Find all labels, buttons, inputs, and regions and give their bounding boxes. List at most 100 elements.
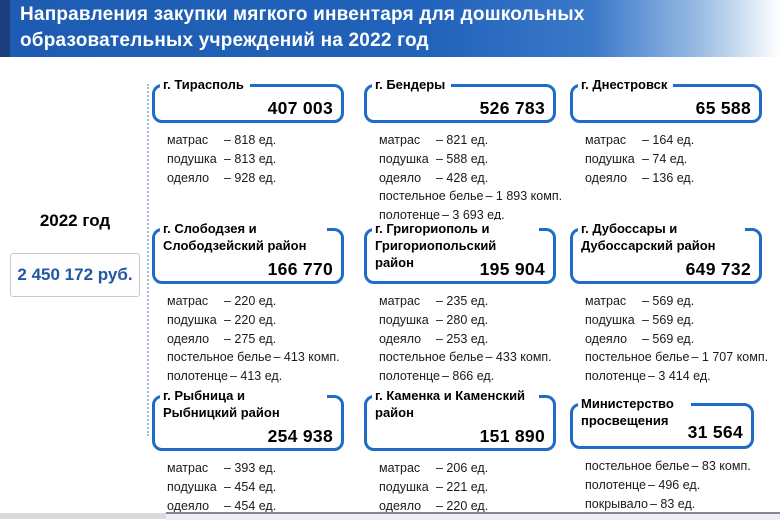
item-label: постельное белье [379,350,484,365]
region-box: г. Слободзея и Слободзейский район 166 77… [152,220,344,284]
item-value: – 3 693 ед. [441,208,505,222]
item-value: – 428 ед. [436,170,489,185]
item-label: постельное белье [585,459,690,473]
region-items: матрас – 164 ед. подушка – 74 ед. одеяло – 13… [585,131,770,187]
item-label: одеяло [379,170,422,185]
item-label: полотенце [167,369,228,383]
region-item: матрас – 164 ед. [585,131,770,150]
region-card-4: г. Слободзея и Слободзейский район 166 77… [152,216,364,383]
region-items: матрас – 235 ед. подушка – 280 ед. одеяло – 2… [379,292,570,386]
region-item: одеяло – 928 ед. [167,169,364,188]
region-item: постельное белье – 1 707 комп. [585,348,770,367]
region-box: г. Григориополь и Григориопольский район… [364,220,556,284]
total-box: 2 450 172 руб. [10,253,140,297]
region-item: матрас – 569 ед. [585,292,770,311]
item-value: – 454 ед. [224,479,277,494]
region-item: полотенце – 3 414 ед. [585,367,770,386]
item-label: полотенце [585,369,646,383]
item-label: матрас [167,461,209,475]
region-item: подушка – 74 ед. [585,150,770,169]
region-item: покрывало – 83 ед. [585,495,770,514]
region-box: г. Рыбница и Рыбницкий район 254 938 [152,387,344,451]
region-item: постельное белье – 413 комп. [167,348,364,367]
footer-strip-left [0,513,166,519]
region-amount: 151 890 [479,426,545,446]
region-card-9: Министерство просвещения 31 564 постельное… [570,383,770,520]
region-amount: 31 564 [687,422,743,442]
item-value: – 433 комп. [485,350,552,365]
region-item: полотенце – 413 ед. [167,367,364,386]
region-item: матрас – 821 ед. [379,131,570,150]
region-box: г. Днестровск 65 588 [570,76,762,123]
item-label: полотенце [585,477,646,492]
region-items: матрас – 569 ед. подушка – 569 ед. одеяло – 5… [585,292,770,386]
item-value: – 588 ед. [436,151,489,166]
item-value: – 496 ед. [647,477,701,492]
region-box: Министерство просвещения 31 564 [570,395,754,449]
item-label: одеяло [379,498,422,513]
region-item: одеяло – 253 ед. [379,330,570,349]
region-card-8: г. Каменка и Каменский район 151 890 матра… [364,383,570,520]
item-value: – 220 ед. [224,294,277,308]
region-item: полотенце – 866 ед. [379,367,570,386]
region-items: матрас – 220 ед. подушка – 220 ед. одеяло – 2… [167,292,364,386]
banner-left-edge [0,0,10,57]
region-item: подушка – 454 ед. [167,478,364,497]
region-name: г. Тирасполь [160,76,250,94]
item-label: одеяло [585,331,628,346]
region-item: матрас – 818 ед. [167,131,364,150]
item-value: – 83 ед. [649,496,696,511]
region-item: одеяло – 428 ед. [379,169,570,188]
item-value: – 393 ед. [224,461,277,475]
regions-grid: г. Тирасполь 407 003 матрас – 818 ед. подушк… [152,72,774,520]
region-amount: 166 770 [267,259,333,279]
item-label: матрас [379,294,421,308]
region-item: матрас – 220 ед. [167,292,364,311]
region-amount: 254 938 [267,426,333,446]
item-value: – 569 ед. [642,331,695,346]
region-item: подушка – 220 ед. [167,311,364,330]
item-value: – 413 ед. [229,369,283,383]
region-item: постельное белье – 1 893 комп. [379,187,570,206]
item-label: постельное белье [379,189,484,204]
region-item: постельное белье – 433 комп. [379,348,570,367]
region-items: постельное белье – 83 комп. полотенце – 496… [585,457,770,513]
region-item: подушка – 221 ед. [379,478,570,497]
region-items: матрас – 206 ед. подушка – 221 ед. одеяло – 2… [379,459,570,520]
title-banner: Направления закупки мягкого инвентаря дл… [0,0,780,57]
region-card-6: г. Дубоссары и Дубоссарский район 649 732… [570,216,770,383]
item-label: одеяло [167,170,210,185]
item-label: подушка [585,151,635,166]
region-card-3: г. Днестровск 65 588 матрас – 164 ед. подушк… [570,72,770,216]
item-value: – 280 ед. [436,312,489,327]
slide-title-line1: Направления закупки мягкого инвентаря дл… [20,4,585,25]
region-name: г. Рыбница и Рыбницкий район [160,387,327,422]
slide-title-line2: образовательных учреждений на 2022 год [20,30,429,51]
item-label: подушка [379,479,429,494]
region-item: полотенце – 3 693 ед. [379,206,570,225]
item-value: – 818 ед. [224,133,277,147]
region-item: матрас – 206 ед. [379,459,570,478]
item-label: матрас [167,133,209,147]
slide-title: Направления закупки мягкого инвентаря дл… [20,2,585,54]
item-label: одеяло [585,170,628,185]
item-label: матрас [379,133,421,147]
item-value: – 1 707 комп. [691,350,769,365]
item-label: полотенце [379,208,440,222]
item-value: – 164 ед. [642,133,695,147]
dotted-divider [147,84,149,436]
item-label: постельное белье [585,350,690,365]
footer-strip-right [166,512,780,520]
item-value: – 74 ед. [642,151,688,166]
item-label: покрывало [585,496,648,511]
region-box: г. Дубоссары и Дубоссарский район 649 732 [570,220,762,284]
region-items: матрас – 821 ед. подушка – 588 ед. одеяло – 4… [379,131,570,225]
item-value: – 813 ед. [224,151,277,166]
region-amount: 195 904 [479,259,545,279]
region-name: г. Григориополь и Григориопольский район [372,220,539,272]
region-card-7: г. Рыбница и Рыбницкий район 254 938 матра… [152,383,364,520]
region-name: г. Дубоссары и Дубоссарский район [578,220,745,255]
item-value: – 220 ед. [224,312,277,327]
item-label: подушка [167,312,217,327]
